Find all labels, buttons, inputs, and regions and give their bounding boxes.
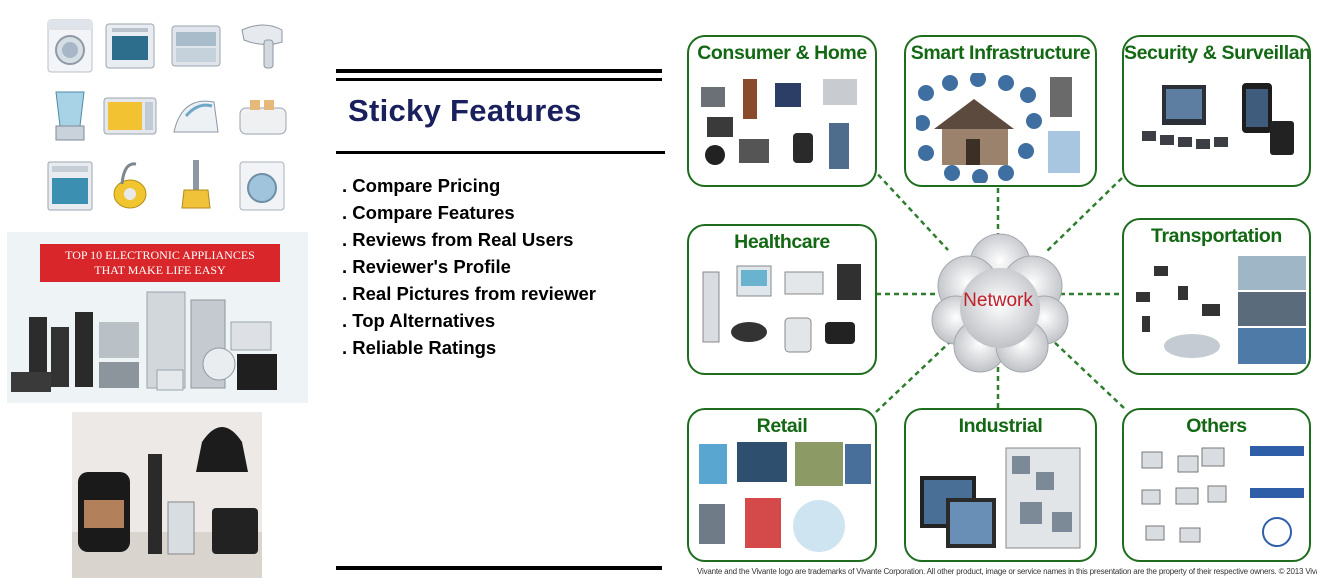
feature-item: . Reviewer's Profile (342, 256, 511, 277)
feature-item: . Top Alternatives (342, 310, 496, 331)
node-consumer-home: Consumer & Home (687, 35, 877, 187)
banner-title-line1: TOP 10 ELECTRONIC APPLIANCES (65, 248, 255, 262)
kitchen-appliances-drawing (72, 427, 262, 578)
top-rule-2 (336, 78, 662, 81)
node-security-surveillance: Security & Surveillance (1122, 35, 1311, 187)
feature-item: . Compare Features (342, 202, 515, 223)
node-healthcare: Healthcare (687, 224, 877, 375)
front-loader-washer-image (239, 161, 285, 211)
consumer-devices-image (701, 79, 857, 169)
transportation-image (1136, 256, 1306, 364)
vacuum-cleaner-image (113, 162, 147, 209)
kitchen-appliances-image (72, 412, 262, 578)
node-title: Consumer & Home (697, 42, 867, 64)
stove-image (47, 161, 93, 211)
network-connectors (871, 167, 1125, 413)
appliances-group-image (11, 291, 277, 392)
appliance-collage (38, 14, 300, 220)
page-title: Sticky Features (348, 93, 582, 128)
others-diagram-image (1141, 446, 1304, 547)
smart-home-image (916, 73, 1080, 183)
node-title: Transportation (1151, 225, 1282, 247)
feature-list: . Compare Pricing . Compare Features . R… (342, 175, 596, 364)
footer-trademark-note: Vivante and the Vivante logo are tradema… (697, 567, 1317, 576)
node-title: Security & Surveillance (1124, 42, 1311, 64)
node-title: Retail (756, 415, 808, 437)
surveillance-devices-image (1142, 83, 1294, 155)
feature-item: . Reviews from Real Users (342, 229, 574, 250)
hair-dryer-image (241, 24, 283, 69)
feature-item: . Reliable Ratings (342, 337, 497, 358)
oven-image (105, 23, 155, 69)
dishwasher-image (171, 25, 221, 67)
node-title: Others (1186, 415, 1247, 437)
node-title: Industrial (958, 415, 1043, 437)
node-title: Smart Infrastructure (910, 42, 1091, 64)
industrial-image (920, 447, 1081, 549)
iron-image (173, 100, 219, 133)
top-rule-1 (336, 69, 662, 73)
network-label: Network (963, 290, 1033, 311)
node-smart-infrastructure: Smart Infrastructure (904, 35, 1097, 187)
toaster-image (239, 100, 287, 135)
banner-title: TOP 10 ELECTRONIC APPLIANCES THAT MAKE L… (40, 244, 280, 282)
banner-title-line2: THAT MAKE LIFE EASY (94, 263, 226, 277)
node-retail: Retail (687, 408, 877, 562)
node-industrial: Industrial (904, 408, 1097, 562)
microwave-image (103, 97, 157, 135)
blender-image (55, 91, 85, 141)
node-others: Others (1122, 408, 1311, 562)
feature-item: . Real Pictures from reviewer (342, 283, 596, 304)
bottom-rule (336, 566, 662, 570)
upright-vacuum-image (181, 160, 211, 209)
medical-devices-image (702, 264, 861, 353)
node-title: Healthcare (734, 231, 830, 253)
feature-item: . Compare Pricing (342, 175, 501, 196)
network-cloud-icon (931, 233, 1069, 373)
appliances-banner: TOP 10 ELECTRONIC APPLIANCES THAT MAKE L… (7, 232, 308, 403)
node-transportation: Transportation (1122, 218, 1311, 375)
retail-image (699, 442, 871, 552)
heading-underline (336, 151, 665, 154)
washing-machine-image (47, 19, 93, 73)
